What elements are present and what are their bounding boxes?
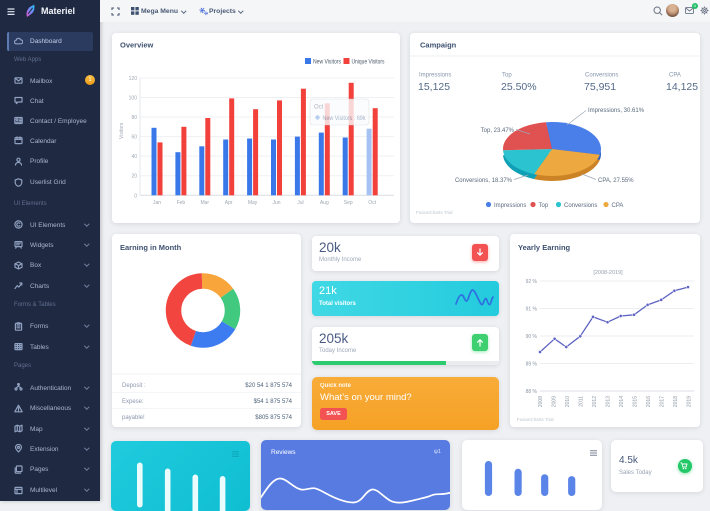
- svg-text:Deposit :: Deposit :: [122, 383, 146, 389]
- svg-text:Aug: Aug: [320, 200, 329, 206]
- svg-text:91 %: 91 %: [526, 307, 538, 313]
- svg-text:New Visitors: New Visitors: [313, 60, 341, 66]
- svg-text:Top, 23.47%: Top, 23.47%: [481, 128, 515, 134]
- svg-text:2017: 2017: [660, 396, 666, 407]
- svg-text:Impressions: Impressions: [419, 73, 451, 79]
- svg-text:New Visitors : 69k: New Visitors : 69k: [323, 116, 367, 122]
- svg-text:25.50%: 25.50%: [501, 81, 537, 93]
- svg-text:2013: 2013: [606, 396, 612, 407]
- svg-text:Feb: Feb: [177, 200, 186, 206]
- svg-text:40: 40: [131, 154, 137, 160]
- svg-text:2019: 2019: [687, 396, 693, 407]
- svg-text:88 %: 88 %: [526, 389, 538, 395]
- svg-text:2015: 2015: [633, 396, 639, 407]
- svg-text:Sep: Sep: [344, 200, 353, 206]
- svg-text:Impressions, 30.61%: Impressions, 30.61%: [588, 108, 645, 114]
- svg-text:FusionCharts Trial: FusionCharts Trial: [416, 210, 453, 215]
- svg-text:Conversions: Conversions: [564, 203, 597, 209]
- svg-text:[2008-2019]: [2008-2019]: [593, 270, 623, 276]
- svg-text:$54 1 875 574: $54 1 875 574: [254, 399, 293, 405]
- svg-text:Conversions, 18.37%: Conversions, 18.37%: [455, 178, 513, 184]
- svg-text:Jul: Jul: [297, 200, 303, 206]
- svg-text:89 %: 89 %: [526, 362, 538, 368]
- svg-text:CPA: CPA: [669, 73, 681, 79]
- svg-text:CPA: CPA: [612, 203, 624, 209]
- svg-text:2010: 2010: [565, 396, 571, 407]
- svg-text:Conversions: Conversions: [585, 73, 618, 79]
- svg-text:Oct: Oct: [368, 200, 376, 206]
- svg-text:120: 120: [129, 76, 138, 82]
- svg-text:60: 60: [131, 135, 137, 141]
- svg-text:15,125: 15,125: [418, 81, 450, 93]
- svg-text:$805 875 574: $805 875 574: [255, 415, 292, 421]
- svg-text:Mar: Mar: [200, 200, 209, 206]
- svg-text:90 %: 90 %: [526, 334, 538, 340]
- svg-text:Overview: Overview: [120, 41, 154, 50]
- svg-text:payable!: payable!: [122, 415, 145, 421]
- svg-text:2014: 2014: [619, 396, 625, 407]
- svg-text:Earning in Month: Earning in Month: [120, 243, 182, 252]
- svg-text:FusionCharts Trial: FusionCharts Trial: [517, 417, 554, 422]
- svg-text:92 %: 92 %: [526, 279, 538, 285]
- svg-text:Campaign: Campaign: [420, 41, 457, 50]
- svg-text:2008: 2008: [538, 396, 544, 407]
- svg-text:2011: 2011: [579, 396, 585, 407]
- svg-text:Jun: Jun: [272, 200, 280, 206]
- svg-text:2016: 2016: [646, 396, 652, 407]
- svg-text:0: 0: [134, 193, 137, 199]
- svg-text:2018: 2018: [673, 396, 679, 407]
- svg-text:Unique Visitors: Unique Visitors: [352, 60, 385, 66]
- svg-text:Oct: Oct: [314, 105, 324, 111]
- svg-text:14,125: 14,125: [666, 81, 698, 93]
- svg-text:Jan: Jan: [153, 200, 161, 206]
- svg-text:May: May: [248, 200, 258, 206]
- svg-text:Top: Top: [502, 73, 512, 79]
- svg-text:Impressions: Impressions: [494, 203, 526, 209]
- svg-text:Expese:: Expese:: [122, 399, 144, 405]
- svg-text:Visitors: Visitors: [119, 122, 125, 139]
- svg-text:75,951: 75,951: [584, 81, 616, 93]
- svg-text:Apr: Apr: [225, 200, 233, 206]
- svg-text:20: 20: [131, 174, 137, 180]
- svg-text:Top: Top: [539, 203, 549, 209]
- svg-text:2012: 2012: [592, 396, 598, 407]
- svg-text:CPA, 27.55%: CPA, 27.55%: [598, 178, 634, 184]
- svg-text:80: 80: [131, 115, 137, 121]
- svg-text:2009: 2009: [552, 396, 558, 407]
- svg-text:100: 100: [129, 96, 138, 102]
- svg-text:Yearly Earning: Yearly Earning: [518, 243, 571, 252]
- svg-text:$20 54 1 875 574: $20 54 1 875 574: [245, 383, 292, 389]
